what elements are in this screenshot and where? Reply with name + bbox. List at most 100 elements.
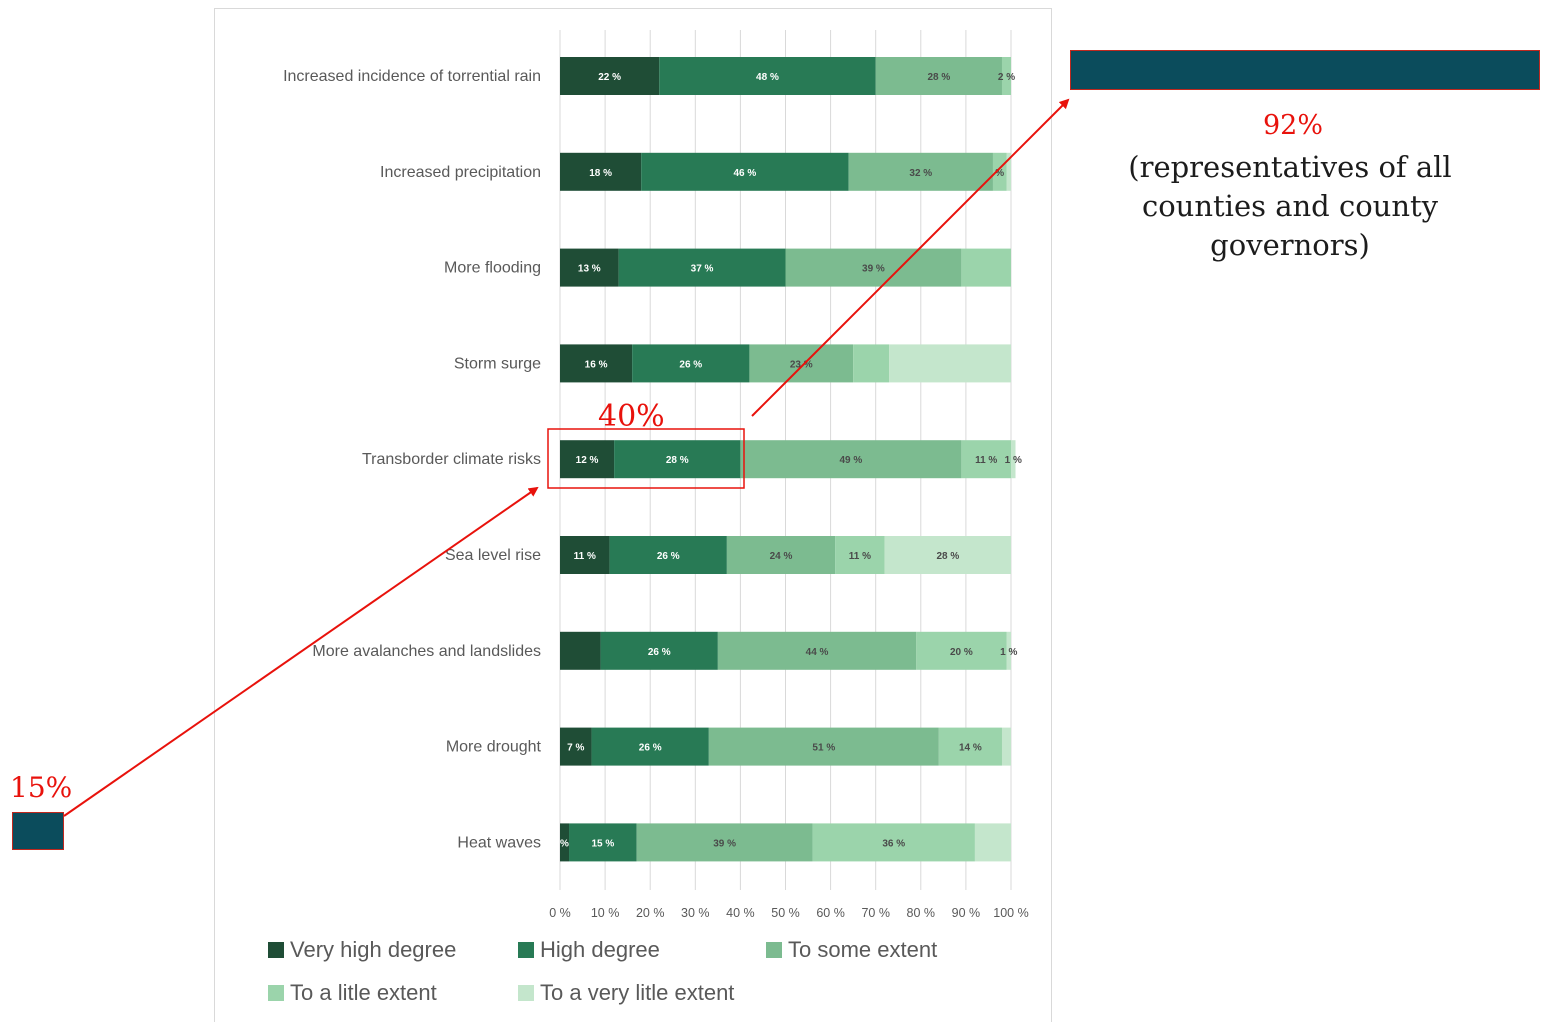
bars-layer bbox=[560, 57, 1016, 862]
legend-swatch bbox=[268, 985, 284, 1001]
category-label: Increased precipitation bbox=[380, 164, 541, 181]
bar-value-label: 48 % bbox=[756, 72, 779, 83]
bar-value-label: % bbox=[560, 838, 569, 849]
x-tick-label: 10 % bbox=[591, 906, 620, 920]
bar-value-label: 26 % bbox=[639, 743, 662, 754]
labels-layer: Increased incidence of torrential rain 22… bbox=[283, 68, 1022, 851]
legend-entry: Very high degree bbox=[290, 937, 456, 962]
bar-segment bbox=[853, 344, 890, 383]
highlight-value: 40% bbox=[598, 399, 665, 434]
x-tick-label: 0 % bbox=[549, 906, 571, 920]
highlight-box bbox=[547, 428, 745, 489]
bar-segment bbox=[1006, 152, 1011, 191]
bar-segment bbox=[889, 344, 1011, 383]
arrow-to-highlight bbox=[63, 486, 539, 817]
bar-segment bbox=[717, 631, 917, 670]
legend-entry: To some extent bbox=[788, 937, 937, 962]
bar-segment bbox=[659, 57, 876, 95]
bar-segment bbox=[916, 631, 1007, 670]
bar-segment bbox=[560, 344, 633, 383]
bar-value-label: 1 % bbox=[1005, 455, 1022, 466]
legend-swatch bbox=[268, 942, 284, 958]
bar-segment bbox=[726, 536, 836, 574]
bar-segment bbox=[992, 152, 1007, 191]
legend-swatch bbox=[518, 985, 534, 1001]
bar-value-label: 14 % bbox=[959, 743, 982, 754]
left-value: 15% bbox=[10, 771, 72, 804]
legend-swatch bbox=[518, 942, 534, 958]
bar-value-label: 51 % bbox=[812, 743, 835, 754]
category-label: Sea level rise bbox=[445, 547, 541, 564]
bar-segment bbox=[641, 152, 849, 191]
bar-value-label: 13 % bbox=[578, 264, 601, 275]
bar-segment bbox=[560, 248, 619, 287]
legend-entry: High degree bbox=[540, 937, 660, 962]
bar-value-label: 26 % bbox=[679, 359, 702, 370]
bar-value-label: 26 % bbox=[657, 551, 680, 562]
x-tick-label: 40 % bbox=[726, 906, 755, 920]
category-label: Increased incidence of torrential rain bbox=[283, 68, 541, 85]
bar-value-label: 32 % bbox=[909, 168, 932, 179]
bar-segment bbox=[560, 727, 592, 766]
right-wide-bar bbox=[1070, 50, 1540, 90]
bar-value-label: 11 % bbox=[574, 551, 596, 562]
left-small-bar bbox=[12, 812, 64, 850]
bar-value-label: 2 % bbox=[998, 72, 1015, 83]
x-tick-label: 80 % bbox=[907, 906, 936, 920]
bar-segment bbox=[961, 248, 1011, 287]
annotation-layer: 40% 15% 92% bbox=[10, 98, 1323, 817]
category-label: Transborder climate risks bbox=[362, 451, 541, 468]
bar-value-label: 37 % bbox=[691, 264, 714, 275]
bar-value-label: 23 % bbox=[790, 359, 813, 370]
bar-segment bbox=[848, 152, 993, 191]
bar-segment bbox=[961, 440, 1011, 479]
bar-value-label: 7 % bbox=[567, 743, 584, 754]
x-tick-label: 90 % bbox=[952, 906, 981, 920]
x-tick-label: 100 % bbox=[993, 906, 1028, 920]
bar-value-label: 24 % bbox=[770, 551, 793, 562]
bar-value-label: 39 % bbox=[862, 264, 885, 275]
bar-value-label: 28 % bbox=[927, 72, 950, 83]
bar-segment bbox=[708, 727, 939, 766]
bar-segment bbox=[600, 631, 718, 670]
category-label: More flooding bbox=[444, 260, 541, 277]
category-label: Heat waves bbox=[457, 834, 541, 851]
category-label: More avalanches and landslides bbox=[312, 643, 541, 660]
bar-segment bbox=[614, 440, 741, 479]
bar-value-label: 11 % bbox=[975, 455, 997, 466]
x-tick-label: 70 % bbox=[861, 906, 890, 920]
bar-segment bbox=[785, 248, 962, 287]
bar-segment bbox=[560, 57, 660, 95]
bar-segment bbox=[569, 823, 637, 862]
legend-entry: To a very litle extent bbox=[540, 980, 734, 1005]
bar-value-label: 16 % bbox=[585, 359, 608, 370]
legend-layer: Very high degree High degree To some exten… bbox=[268, 937, 937, 1005]
right-note-line-3: governors) bbox=[1210, 228, 1370, 262]
bar-value-label: 28 % bbox=[936, 551, 959, 562]
bar-value-label: 11 % bbox=[849, 551, 871, 562]
category-label: Storm surge bbox=[454, 355, 541, 372]
category-label: More drought bbox=[446, 739, 542, 756]
bar-value-label: 1 % bbox=[1000, 647, 1017, 658]
bar-value-label: 39 % bbox=[713, 838, 736, 849]
bar-value-label: 36 % bbox=[882, 838, 905, 849]
x-tick-label: 50 % bbox=[771, 906, 800, 920]
bar-segment bbox=[740, 440, 962, 479]
bar-segment bbox=[1006, 631, 1011, 670]
bar-segment bbox=[1011, 440, 1016, 479]
bar-segment bbox=[560, 536, 610, 574]
right-note-line-2: counties and county bbox=[1141, 189, 1439, 223]
bar-value-label: 20 % bbox=[950, 647, 973, 658]
bar-segment bbox=[974, 823, 1011, 862]
bar-value-label: 22 % bbox=[598, 72, 621, 83]
bar-value-label: 28 % bbox=[666, 455, 689, 466]
bar-segment bbox=[1001, 57, 1011, 95]
bar-value-label: 44 % bbox=[806, 647, 829, 658]
bar-segment bbox=[636, 823, 813, 862]
legend-entry: To a litle extent bbox=[290, 980, 437, 1005]
x-tick-label: 20 % bbox=[636, 906, 665, 920]
bar-segment bbox=[560, 152, 642, 191]
bar-segment bbox=[632, 344, 750, 383]
right-note: (representatives of all counties and cou… bbox=[1070, 148, 1510, 265]
